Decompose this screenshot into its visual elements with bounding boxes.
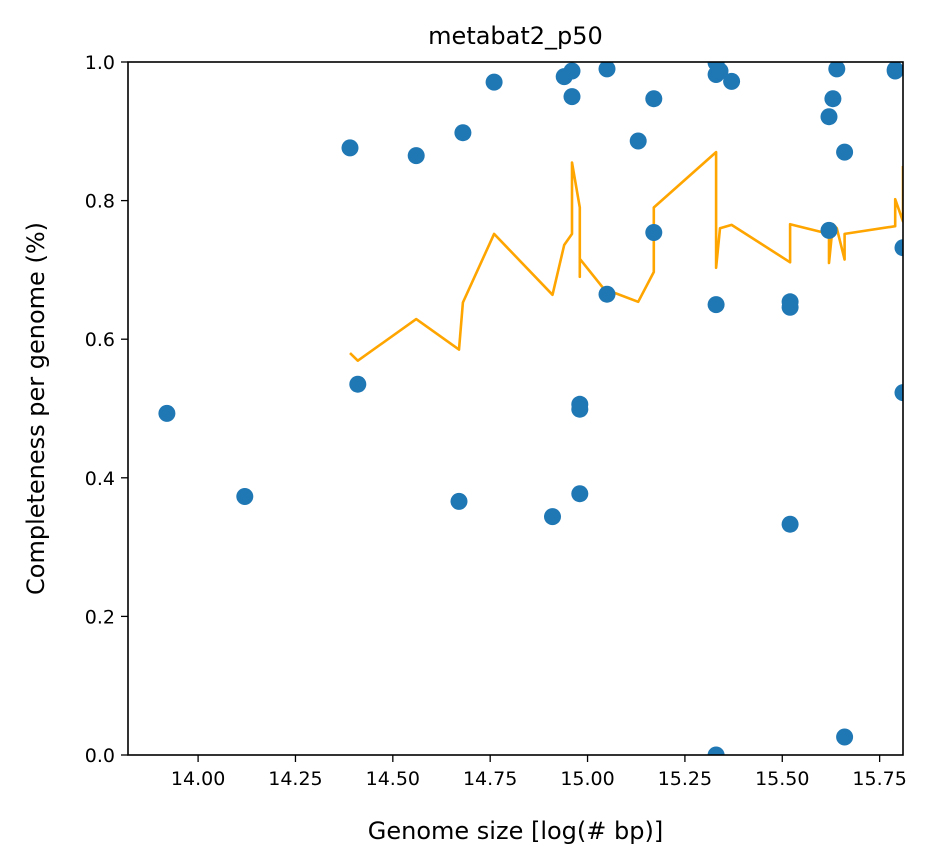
plot-frame [127, 61, 904, 756]
y-axis-ticks: 0.0 0.2 0.4 0.6 0.8 1.0 [85, 52, 128, 767]
y-tick-label: 0.0 [85, 745, 115, 767]
scatter-point-14 [571, 485, 589, 503]
scatter-point-0 [158, 404, 176, 422]
scatter-point-24 [707, 746, 725, 755]
x-tick-label: 15.25 [658, 768, 712, 790]
scatter-point-17 [629, 132, 647, 150]
scatter-point-8 [544, 508, 561, 526]
x-tick-label: 15.50 [755, 768, 809, 790]
scatter-point-11 [563, 88, 581, 106]
scatter-point-2 [341, 139, 359, 157]
plot-area [158, 62, 903, 755]
x-axis-label: Genome size [log(# bp)] [368, 817, 663, 845]
scatter-point-34 [836, 728, 854, 746]
scatter-point-25 [723, 72, 741, 90]
scatter-point-23 [707, 296, 725, 314]
x-tick-label: 15.00 [560, 768, 614, 790]
scatter-point-7 [485, 73, 503, 91]
x-tick-label: 14.25 [268, 768, 322, 790]
y-tick-label: 0.6 [85, 329, 115, 351]
y-tick-label: 0.8 [85, 191, 115, 213]
chart-title: metabat2_p50 [428, 22, 603, 50]
y-tick-label: 0.4 [85, 468, 115, 490]
x-tick-label: 14.50 [366, 768, 420, 790]
scatter-point-32 [828, 62, 846, 78]
scatter-point-31 [824, 90, 842, 108]
scatter-point-33 [836, 143, 854, 161]
scatter-point-22 [711, 62, 729, 80]
scatter-point-18 [645, 90, 663, 108]
scatter-point-36 [886, 62, 903, 79]
y-tick-label: 0.2 [85, 606, 115, 628]
scatter-point-27 [781, 298, 799, 316]
x-tick-label: 14.75 [463, 768, 517, 790]
scatter-point-28 [781, 515, 799, 533]
scatter-points [158, 62, 903, 755]
scatter-point-19 [645, 224, 663, 241]
scatter-point-16 [598, 285, 616, 303]
scatter-point-30 [820, 221, 838, 239]
x-axis-ticks: 14.00 14.25 14.50 14.75 15.00 15.25 15.50 15.75 [171, 755, 907, 790]
scatter-point-37 [894, 239, 903, 257]
scatter-point-10 [563, 62, 581, 80]
scatter-point-6 [454, 124, 472, 142]
scatter-point-5 [450, 492, 468, 510]
x-tick-label: 15.75 [852, 768, 906, 790]
x-tick-label: 14.00 [171, 768, 225, 790]
scatter-point-3 [349, 375, 367, 393]
y-axis-label: Completeness per genome (%) [22, 222, 50, 595]
scatter-point-15 [598, 62, 616, 78]
scatter-point-1 [236, 488, 254, 505]
y-tick-label: 1.0 [85, 52, 115, 74]
scatter-point-4 [407, 147, 425, 165]
scatter-point-29 [820, 108, 838, 126]
scatter-point-38 [894, 384, 903, 402]
scatter-point-13 [571, 400, 589, 418]
